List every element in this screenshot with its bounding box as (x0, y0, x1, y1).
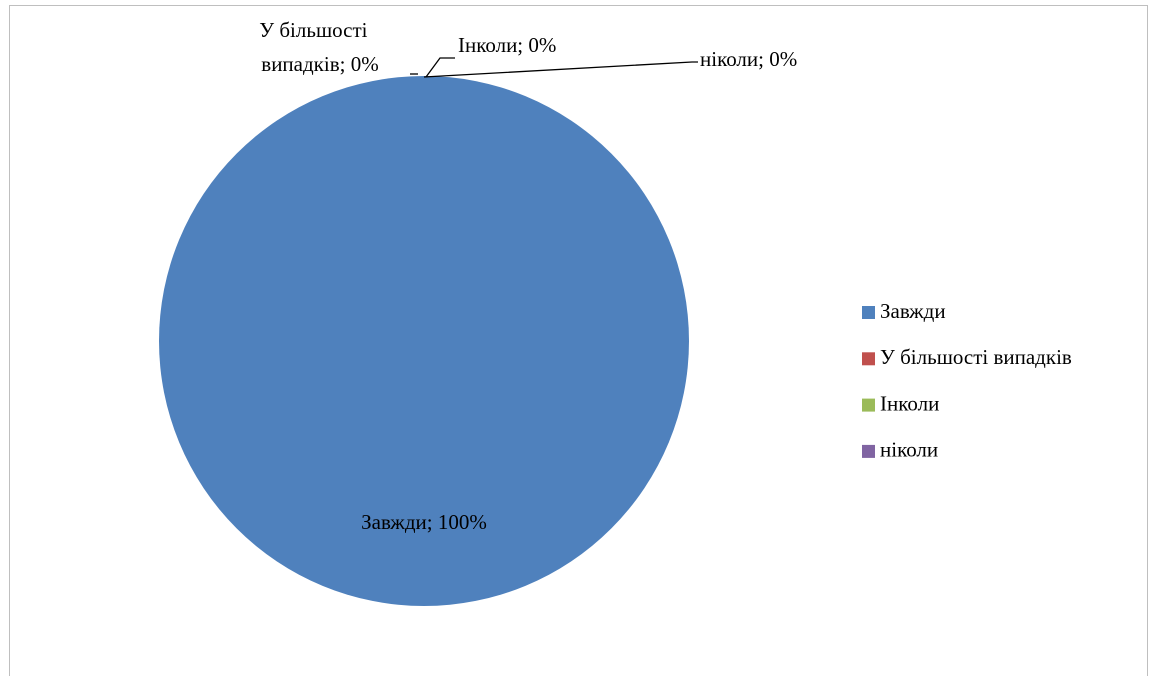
pie (159, 76, 689, 606)
pie-slice (159, 76, 689, 606)
legend-swatch (862, 444, 875, 458)
legend: Завжди У більшості випадків Інколи ніколи (862, 299, 1072, 462)
legend-swatch (862, 398, 875, 412)
data-label: Завжди; 100% (361, 510, 487, 534)
leader-line (425, 57, 455, 78)
chart-border (9, 5, 1148, 676)
legend-label: У більшості випадків (880, 345, 1072, 369)
data-label: Інколи; 0% (458, 33, 556, 57)
legend-label: Інколи (880, 391, 939, 415)
legend-label: Завжди (880, 299, 946, 323)
leader-line (423, 61, 698, 78)
leader-lines (410, 57, 698, 78)
data-label: ніколи; 0% (700, 47, 797, 71)
legend-swatch (862, 306, 875, 319)
data-label: У більшості випадків; 0% (259, 18, 378, 76)
legend-label: ніколи (880, 438, 938, 462)
legend-swatch (862, 352, 875, 366)
data-labels: Завжди; 100% У більшості випадків; 0% Інко… (259, 18, 797, 534)
